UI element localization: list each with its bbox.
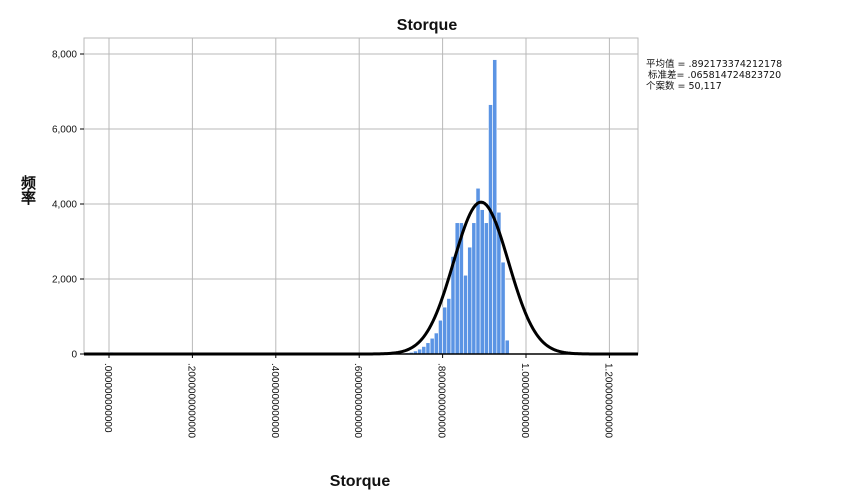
x-tick-label: .000000000000 (102, 363, 113, 433)
histogram-bar (479, 209, 485, 355)
histogram-bar (467, 246, 473, 355)
histogram-bar (504, 339, 510, 355)
histogram-bar (500, 261, 506, 355)
x-axis-label: Storque (330, 473, 391, 490)
histogram-bar (433, 332, 439, 355)
stat-count: 个案数 = 50,117 (646, 80, 722, 92)
histogram-bar (438, 319, 443, 355)
histogram-bar (421, 346, 427, 355)
x-tick-label: 1.000000000000 (519, 363, 530, 439)
y-tick-label: 6,000 (52, 125, 77, 136)
histogram-bar (475, 187, 481, 355)
y-axis-label: 频率 (19, 174, 37, 206)
chart-title: Storque (397, 17, 458, 34)
grid-lines (83, 37, 639, 355)
plot-frame (83, 37, 639, 355)
stat-mean: 平均值 = .892173374212178 (646, 58, 782, 70)
histogram-bar (442, 306, 448, 355)
histogram-bar (446, 298, 452, 355)
x-tick-label: .8000000000000 (436, 363, 447, 439)
histogram-bar (425, 342, 431, 355)
y-tick-label: 4,000 (52, 200, 77, 211)
histogram-bar (463, 274, 468, 355)
y-tick-label: 8,000 (52, 50, 77, 61)
x-axis-ticks: .000000000000 .2000000000000 .400000000000… (102, 354, 613, 439)
y-axis-ticks: 0 2,000 4,000 6,000 8,000 (52, 50, 84, 361)
x-tick-label: .6000000000000 (352, 363, 363, 439)
y-tick-label: 0 (71, 350, 77, 361)
histogram-bar (471, 222, 477, 355)
stat-std: 标准差= .065814724823720 (648, 69, 781, 81)
histogram-bar (492, 59, 498, 355)
x-tick-label: .4000000000000 (269, 363, 280, 439)
histogram-bars (108, 59, 510, 355)
histogram-bar (488, 104, 493, 355)
normal-distribution-curve (84, 200, 638, 356)
histogram-bar (429, 337, 435, 355)
x-tick-label: .2000000000000 (185, 363, 196, 439)
y-tick-label: 2,000 (52, 275, 77, 286)
stats-box: 平均值 = .892173374212178 标准差= .06581472482… (646, 58, 782, 92)
histogram-bar (483, 222, 489, 355)
x-tick-label: 1.200000000000 (602, 363, 613, 439)
